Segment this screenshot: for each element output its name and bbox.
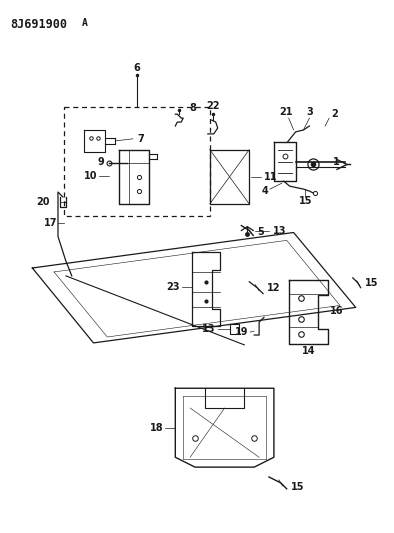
Text: 15: 15 [299, 196, 312, 206]
Text: 13: 13 [202, 324, 216, 334]
Text: 18: 18 [150, 423, 164, 433]
Text: 13: 13 [273, 225, 286, 236]
Text: 15: 15 [364, 278, 378, 288]
Text: 4: 4 [261, 186, 268, 196]
Text: 22: 22 [206, 101, 219, 111]
Text: 9: 9 [98, 157, 104, 167]
Text: 8: 8 [189, 103, 196, 114]
Bar [64, 107, 210, 216]
Text: 11: 11 [264, 172, 277, 182]
Text: 8J691900: 8J691900 [11, 18, 68, 30]
Text: A: A [82, 18, 87, 28]
Text: 14: 14 [302, 346, 315, 356]
Text: 5: 5 [257, 227, 264, 237]
Text: 23: 23 [167, 282, 180, 292]
Text: 10: 10 [84, 171, 97, 181]
Text: 1: 1 [333, 157, 340, 166]
Text: 2: 2 [331, 109, 338, 119]
Text: 20: 20 [37, 197, 50, 207]
Text: 6: 6 [134, 63, 140, 73]
Text: 3: 3 [306, 107, 313, 117]
Text: 17: 17 [43, 217, 57, 228]
Text: 15: 15 [291, 482, 304, 492]
Text: 21: 21 [279, 107, 292, 117]
Text: 7: 7 [138, 134, 145, 144]
Text: 16: 16 [330, 306, 344, 317]
Text: 19: 19 [235, 327, 248, 337]
Text: 12: 12 [267, 282, 281, 293]
